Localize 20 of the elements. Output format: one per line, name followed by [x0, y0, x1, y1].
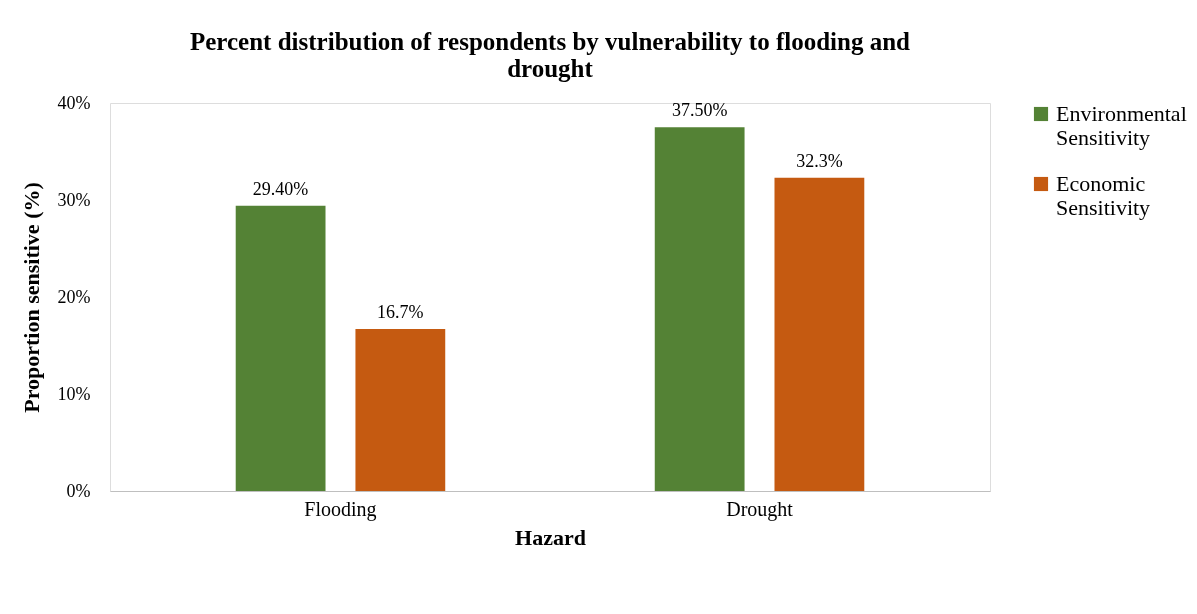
- data-label: 29.40%: [252, 178, 309, 199]
- chart-title: Percent distribution of respondents by vulnerability to flooding and drought: [190, 28, 911, 82]
- y-tick-label: 20%: [57, 286, 91, 307]
- y-tick-label: 30%: [57, 189, 91, 210]
- legend-label: Economic Sensitivity: [1056, 171, 1151, 220]
- y-axis-title: Proportion sensitive (%): [18, 182, 44, 413]
- data-label: 16.7%: [377, 302, 424, 323]
- data-label: 37.50%: [671, 100, 728, 121]
- x-tick-label: Drought: [726, 497, 794, 521]
- bar: [654, 127, 745, 491]
- bar: [774, 177, 865, 491]
- y-tick-label: 0%: [66, 480, 91, 501]
- bar: [355, 329, 446, 491]
- y-tick-label: 10%: [57, 383, 91, 404]
- x-tick-label: Flooding: [304, 497, 377, 521]
- x-axis-title: Hazard: [515, 524, 586, 550]
- legend-label: Environmental Sensitivity: [1056, 101, 1187, 150]
- data-label: 32.3%: [796, 150, 843, 171]
- bar: [235, 205, 326, 491]
- y-tick-label: 40%: [57, 92, 91, 113]
